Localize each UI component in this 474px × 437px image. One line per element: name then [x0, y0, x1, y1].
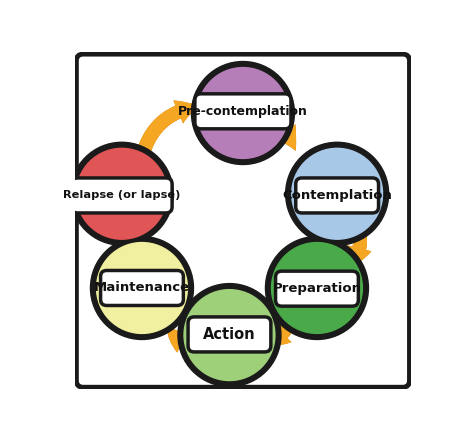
FancyBboxPatch shape	[100, 271, 183, 305]
Circle shape	[70, 142, 173, 245]
Text: Maintenance: Maintenance	[94, 281, 190, 295]
Circle shape	[292, 148, 383, 239]
Circle shape	[178, 284, 281, 387]
Text: Action: Action	[203, 327, 256, 342]
FancyBboxPatch shape	[76, 54, 410, 387]
Text: Pre-contemplation: Pre-contemplation	[178, 105, 308, 118]
FancyArrowPatch shape	[136, 101, 200, 156]
Circle shape	[286, 142, 389, 245]
FancyArrowPatch shape	[167, 326, 197, 353]
Circle shape	[97, 243, 187, 333]
Circle shape	[184, 290, 275, 381]
Circle shape	[76, 148, 167, 239]
Text: Contemplation: Contemplation	[282, 189, 392, 202]
FancyArrowPatch shape	[209, 87, 296, 151]
Circle shape	[191, 62, 294, 164]
FancyBboxPatch shape	[275, 271, 358, 306]
FancyArrowPatch shape	[136, 101, 200, 156]
Circle shape	[265, 236, 368, 340]
FancyArrowPatch shape	[346, 228, 372, 266]
Circle shape	[198, 68, 288, 159]
FancyArrowPatch shape	[263, 321, 295, 346]
FancyArrowPatch shape	[209, 87, 296, 151]
Text: Relapse (or lapse): Relapse (or lapse)	[63, 191, 181, 201]
FancyArrowPatch shape	[346, 228, 372, 266]
FancyArrowPatch shape	[167, 326, 197, 353]
FancyBboxPatch shape	[195, 94, 291, 129]
FancyBboxPatch shape	[72, 178, 172, 213]
FancyBboxPatch shape	[296, 178, 379, 213]
Circle shape	[272, 243, 363, 333]
FancyArrowPatch shape	[263, 321, 295, 346]
FancyArrowPatch shape	[125, 226, 149, 251]
FancyArrowPatch shape	[125, 226, 149, 251]
Text: Preparation: Preparation	[273, 282, 362, 295]
Circle shape	[91, 236, 193, 340]
FancyBboxPatch shape	[188, 317, 271, 352]
